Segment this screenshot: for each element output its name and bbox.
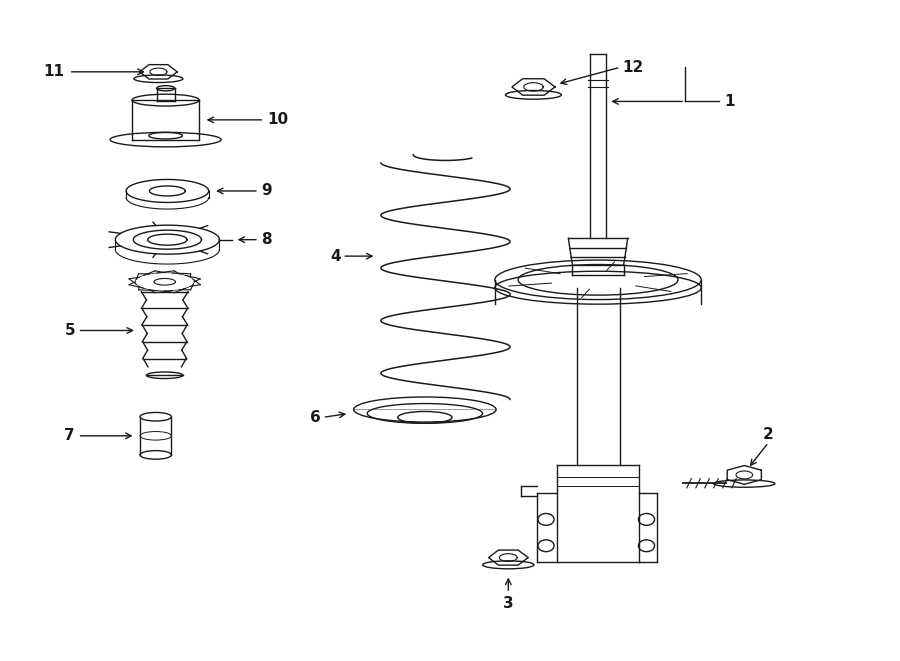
Text: 5: 5: [64, 323, 75, 338]
Text: 11: 11: [43, 64, 64, 79]
Text: 4: 4: [330, 249, 340, 264]
Text: 12: 12: [622, 59, 644, 75]
Text: 6: 6: [310, 410, 320, 425]
Text: 7: 7: [64, 428, 75, 444]
Text: 1: 1: [724, 94, 735, 109]
Text: 9: 9: [262, 184, 272, 198]
Text: 10: 10: [267, 112, 288, 128]
Text: 8: 8: [262, 232, 272, 247]
Text: 2: 2: [763, 428, 774, 442]
Text: 3: 3: [503, 596, 514, 611]
